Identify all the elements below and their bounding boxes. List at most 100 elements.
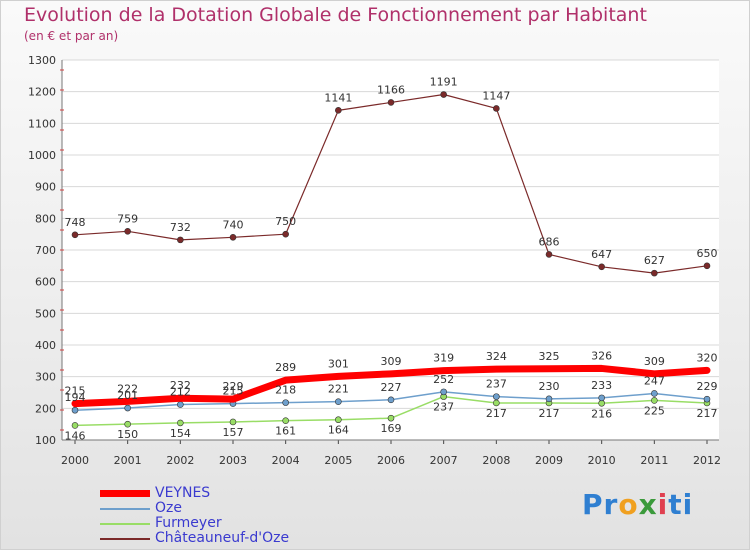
legend-swatch	[100, 507, 150, 510]
x-tick-label: 2001	[114, 454, 142, 467]
x-tick-label: 2007	[430, 454, 458, 467]
data-label-oze: 247	[644, 374, 665, 387]
data-point-ch-teauneuf-d-oze	[71, 231, 79, 239]
data-point-ch-teauneuf-d-oze	[493, 105, 500, 112]
data-label-oze: 237	[486, 378, 507, 391]
data-label-ch-teauneuf-d-oze: 627	[644, 254, 665, 267]
data-point-oze	[598, 394, 605, 402]
data-point-oze	[703, 395, 711, 403]
data-label-veynes: 222	[117, 382, 138, 395]
data-label-oze: 230	[539, 380, 560, 393]
data-point-furmeyer	[124, 420, 131, 428]
legend-label: Oze	[155, 500, 182, 516]
data-point-ch-teauneuf-d-oze	[282, 230, 289, 238]
data-label-veynes: 289	[275, 361, 296, 374]
data-label-veynes: 309	[381, 355, 402, 368]
data-label-ch-teauneuf-d-oze: 750	[275, 215, 296, 228]
data-point-ch-teauneuf-d-oze	[703, 262, 711, 270]
data-label-ch-teauneuf-d-oze: 740	[223, 218, 244, 231]
x-tick-label: 2005	[324, 454, 352, 467]
legend-item: Oze	[100, 501, 289, 516]
data-label-veynes: 319	[433, 352, 454, 365]
data-label-veynes: 325	[539, 350, 560, 363]
data-label-furmeyer: 217	[697, 407, 718, 420]
data-label-furmeyer: 225	[644, 404, 665, 417]
data-label-oze: 201	[117, 389, 138, 402]
legend-swatch	[100, 537, 150, 540]
x-tick-label: 2008	[482, 454, 510, 467]
data-label-veynes: 301	[328, 357, 349, 370]
data-label-oze: 233	[591, 379, 612, 392]
legend-item: Furmeyer	[100, 516, 289, 531]
data-label-furmeyer: 216	[591, 407, 612, 420]
data-label-veynes: 229	[223, 380, 244, 393]
x-tick-label: 2003	[219, 454, 247, 467]
x-tick-label: 2009	[535, 454, 563, 467]
data-label-veynes: 232	[170, 379, 191, 392]
data-label-veynes: 324	[486, 350, 507, 363]
x-tick-label: 2006	[377, 454, 405, 467]
y-tick-label: 1000	[28, 149, 56, 162]
y-tick-label: 400	[35, 339, 56, 352]
series-line-veynes	[71, 364, 711, 408]
data-point-oze	[387, 396, 395, 404]
data-point-furmeyer	[282, 417, 289, 424]
data-label-veynes: 320	[697, 351, 718, 364]
data-point-ch-teauneuf-d-oze	[545, 251, 553, 258]
data-label-veynes: 326	[591, 349, 612, 362]
data-point-oze	[282, 399, 289, 406]
data-label-ch-teauneuf-d-oze: 1166	[377, 83, 405, 96]
data-point-ch-teauneuf-d-oze	[177, 236, 184, 244]
legend-item: Châteauneuf-d'Oze	[100, 531, 289, 546]
y-tick-label: 500	[35, 307, 56, 320]
data-point-furmeyer	[335, 416, 342, 424]
data-label-ch-teauneuf-d-oze: 748	[65, 216, 86, 229]
data-point-furmeyer	[651, 397, 658, 404]
data-point-furmeyer	[229, 418, 237, 426]
chart-title: Evolution de la Dotation Globale de Fonc…	[24, 4, 647, 26]
data-point-oze	[177, 401, 184, 408]
y-tick-label: 300	[35, 371, 56, 384]
data-point-ch-teauneuf-d-oze	[229, 234, 237, 241]
data-label-oze: 252	[433, 373, 454, 386]
data-label-oze: 227	[381, 381, 402, 394]
data-label-oze: 221	[328, 383, 349, 396]
data-point-oze	[124, 404, 131, 412]
data-point-furmeyer	[493, 399, 500, 407]
data-label-ch-teauneuf-d-oze: 732	[170, 221, 191, 234]
data-point-oze	[440, 388, 447, 396]
data-label-furmeyer: 150	[117, 428, 138, 441]
data-point-ch-teauneuf-d-oze	[387, 99, 395, 106]
data-label-veynes: 215	[65, 385, 86, 398]
legend-swatch	[100, 490, 150, 497]
data-point-oze	[651, 390, 658, 397]
x-tick-label: 2000	[61, 454, 89, 467]
y-tick-label: 1100	[28, 117, 56, 130]
data-label-furmeyer: 217	[539, 407, 560, 420]
data-label-ch-teauneuf-d-oze: 1191	[430, 76, 458, 89]
data-point-oze	[493, 393, 500, 400]
y-tick-label: 600	[35, 276, 56, 289]
data-label-ch-teauneuf-d-oze: 647	[591, 248, 612, 261]
data-label-oze: 229	[697, 380, 718, 393]
x-tick-label: 2002	[166, 454, 194, 467]
data-point-ch-teauneuf-d-oze	[335, 107, 342, 114]
data-label-furmeyer: 169	[381, 422, 402, 435]
legend-item: VEYNES	[100, 486, 289, 501]
data-label-ch-teauneuf-d-oze: 686	[539, 235, 560, 248]
data-point-ch-teauneuf-d-oze	[124, 228, 131, 235]
y-tick-label: 1300	[28, 54, 56, 67]
legend-label: Châteauneuf-d'Oze	[155, 530, 290, 546]
data-label-furmeyer: 161	[275, 425, 296, 438]
data-label-ch-teauneuf-d-oze: 759	[117, 212, 138, 225]
data-label-furmeyer: 237	[433, 401, 454, 414]
data-point-furmeyer	[71, 422, 79, 429]
data-label-ch-teauneuf-d-oze: 1141	[324, 91, 352, 104]
legend-swatch	[100, 522, 150, 525]
x-tick-label: 2011	[640, 454, 668, 467]
proxiti-logo: Proxiti	[582, 488, 694, 521]
data-label-ch-teauneuf-d-oze: 650	[697, 247, 718, 260]
data-label-furmeyer: 217	[486, 407, 507, 420]
y-tick-label: 1200	[28, 86, 56, 99]
data-label-oze: 218	[275, 384, 296, 397]
